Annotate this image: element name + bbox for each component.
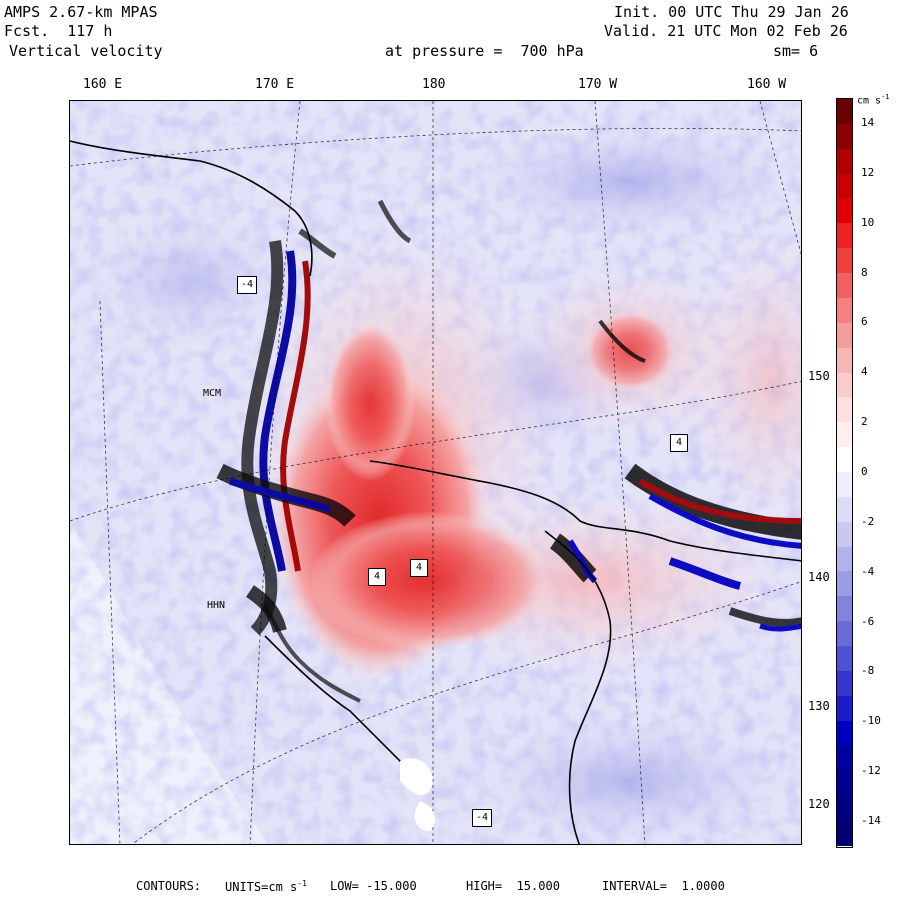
- footer-contours: CONTOURS:: [136, 879, 202, 893]
- colorbar-tick-label: 12: [861, 165, 875, 179]
- lon-label-170w: 170 W: [578, 77, 618, 92]
- colorbar-unit: cm s-1: [857, 93, 890, 107]
- contour-label-pos: 4: [368, 568, 386, 586]
- colorbar-segment: [837, 273, 852, 299]
- forecast-hour: Fcst. 117 h: [4, 22, 113, 40]
- lat-label-130w: 130 W: [808, 699, 845, 713]
- contour-label-neg: -4: [237, 276, 257, 294]
- colorbar-segment: [837, 621, 852, 647]
- field-name: Vertical velocity: [9, 42, 163, 60]
- station-hhn[interactable]: HHN: [207, 600, 226, 611]
- colorbar-segment: [837, 546, 852, 573]
- footer-high: HIGH= 15.000: [466, 879, 560, 893]
- colorbar-segment: [837, 646, 852, 672]
- parallel-mid: [70, 381, 801, 522]
- lon-label-160e: 160 E: [83, 77, 123, 92]
- coastline: [70, 140, 801, 844]
- colorbar-tick-label: -12: [861, 764, 881, 778]
- vertical-velocity-field: [70, 101, 801, 844]
- colorbar-segment: [837, 347, 852, 374]
- meridian-170e: [249, 101, 301, 844]
- colorbar-segment: [837, 123, 852, 150]
- red-core-south: [310, 511, 550, 651]
- colorbar-segment: [837, 297, 852, 324]
- meridian-160e: [99, 300, 121, 844]
- colorbar-tick-label: -10: [861, 714, 881, 728]
- colorbar-segment: [837, 472, 852, 498]
- meridian-170w: [594, 101, 646, 844]
- colorbar-tick-label: -14: [861, 814, 881, 828]
- colorbar-segment: [837, 422, 852, 448]
- colorbar-tick-label: 6: [861, 315, 868, 329]
- meridian-160w: [759, 101, 801, 256]
- lon-label-160w: 160 W: [747, 77, 787, 92]
- colorbar-segment: [837, 248, 852, 274]
- colorbar-segment: [837, 695, 852, 722]
- valid-time: Valid. 21 UTC Mon 02 Feb 26: [604, 22, 848, 40]
- lat-label-150w: 150 W: [808, 369, 845, 383]
- contour-label-pos-3: 4: [670, 434, 688, 452]
- model-title: AMPS 2.67-km MPAS: [4, 3, 158, 21]
- blue-wash-south: [460, 711, 800, 844]
- init-time: Init. 00 UTC Thu 29 Jan 26: [614, 3, 849, 21]
- pressure-level: at pressure = 700 hPa: [385, 42, 584, 60]
- colorbar-segment: [837, 571, 852, 597]
- colorbar-segment: [837, 322, 852, 349]
- colorbar-segment: [837, 198, 852, 224]
- colorbar-tick-label: 0: [861, 465, 868, 478]
- colorbar-segment: [837, 670, 852, 697]
- colorbar-segment: [837, 521, 852, 548]
- colorbar-segment: [837, 372, 852, 398]
- colorbar-tick-label: -8: [861, 664, 875, 678]
- colorbar-segment: [837, 496, 852, 523]
- parallel-north: [70, 127, 801, 167]
- colorbar-tick-label: 4: [861, 365, 868, 379]
- colorbar-segment: [837, 795, 852, 821]
- footer-interval: INTERVAL= 1.0000: [602, 879, 725, 893]
- colorbar-segment: [837, 745, 852, 771]
- colorbar-segment: [837, 770, 852, 796]
- lon-label-180: 180: [422, 77, 446, 92]
- blue-wash-north: [450, 121, 801, 241]
- colorbar-tick-label: -4: [861, 564, 875, 578]
- colorbar-segment: [837, 99, 852, 125]
- colorbar: [836, 98, 853, 848]
- colorbar-tick-label: 2: [861, 415, 868, 429]
- blue-wash-west: [80, 211, 300, 351]
- footer-units: UNITS=cm s-1: [225, 879, 307, 894]
- map-panel[interactable]: MCM HHN -4 -4 4 4 4: [69, 100, 802, 845]
- station-mcm[interactable]: MCM: [203, 388, 222, 399]
- colorbar-segment: [837, 447, 852, 473]
- colorbar-tick-label: 10: [861, 215, 875, 229]
- contour-label-neg-south: -4: [472, 809, 492, 827]
- colorbar-tick-label: 8: [861, 265, 868, 279]
- mountain-band: [216, 199, 801, 703]
- colorbar-segment: [837, 223, 852, 249]
- colorbar-segment: [837, 148, 852, 175]
- lat-label-120w: 120 W: [808, 797, 845, 811]
- colorbar-segment: [837, 720, 852, 747]
- colorbar-tick-label: -6: [861, 614, 875, 628]
- red-core-north: [325, 321, 415, 481]
- colorbar-tick-label: -2: [861, 514, 875, 528]
- pink-wash-far-east: [680, 231, 801, 531]
- footer-low: LOW= -15.000: [330, 879, 417, 893]
- lat-label-140w: 140 W: [808, 570, 845, 584]
- colorbar-segment: [837, 173, 852, 200]
- colorbar-segment: [837, 596, 852, 622]
- graticule: [70, 101, 801, 844]
- colorbar-tick-label: 14: [861, 115, 875, 129]
- terrain-mask: [400, 758, 436, 831]
- lon-label-170e: 170 E: [255, 77, 295, 92]
- colorbar-segment: [837, 397, 852, 423]
- smoothing: sm= 6: [773, 42, 819, 60]
- colorbar-segment: [837, 820, 852, 846]
- contour-label-pos-2: 4: [410, 559, 428, 577]
